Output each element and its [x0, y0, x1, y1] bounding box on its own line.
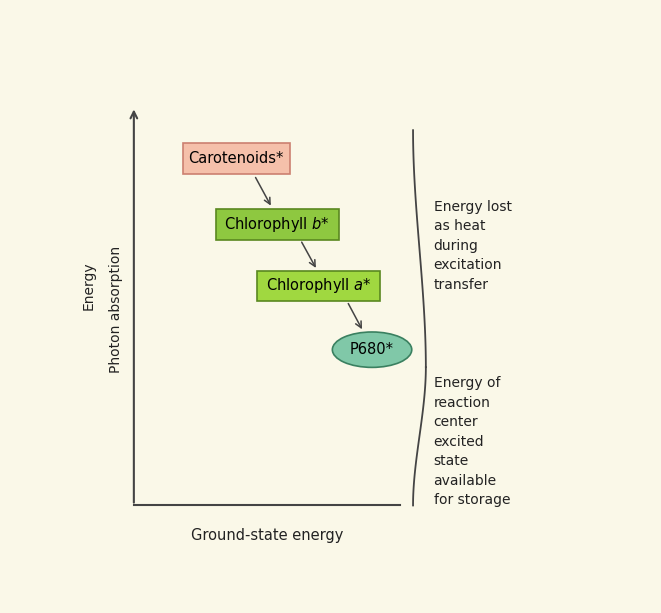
Text: Chlorophyll $\mathit{b}$*: Chlorophyll $\mathit{b}$*: [225, 215, 330, 234]
FancyBboxPatch shape: [256, 270, 379, 302]
Text: Chlorophyll $\mathit{a}$*: Chlorophyll $\mathit{a}$*: [266, 276, 371, 295]
Text: Carotenoids*: Carotenoids*: [188, 151, 284, 166]
FancyBboxPatch shape: [215, 209, 338, 240]
Text: Ground-state energy: Ground-state energy: [191, 528, 343, 543]
Text: P680*: P680*: [350, 342, 394, 357]
Text: Energy lost
as heat
during
excitation
transfer: Energy lost as heat during excitation tr…: [434, 200, 512, 292]
Text: Energy of
reaction
center
excited
state
available
for storage: Energy of reaction center excited state …: [434, 376, 510, 507]
FancyBboxPatch shape: [182, 143, 290, 174]
Ellipse shape: [332, 332, 412, 367]
Text: Energy: Energy: [82, 262, 96, 310]
Text: Photon absorption: Photon absorption: [109, 246, 123, 373]
